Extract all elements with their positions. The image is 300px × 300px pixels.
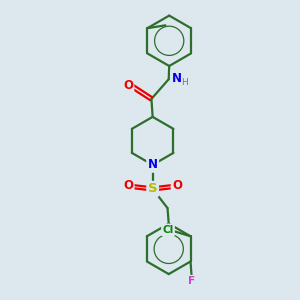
Text: S: S (148, 182, 158, 195)
Text: H: H (182, 78, 188, 87)
Text: O: O (123, 79, 133, 92)
Text: Cl: Cl (162, 225, 174, 235)
Text: O: O (123, 179, 133, 192)
Text: N: N (148, 158, 158, 171)
Text: N: N (171, 71, 182, 85)
Text: O: O (172, 179, 182, 192)
Text: F: F (188, 276, 195, 286)
